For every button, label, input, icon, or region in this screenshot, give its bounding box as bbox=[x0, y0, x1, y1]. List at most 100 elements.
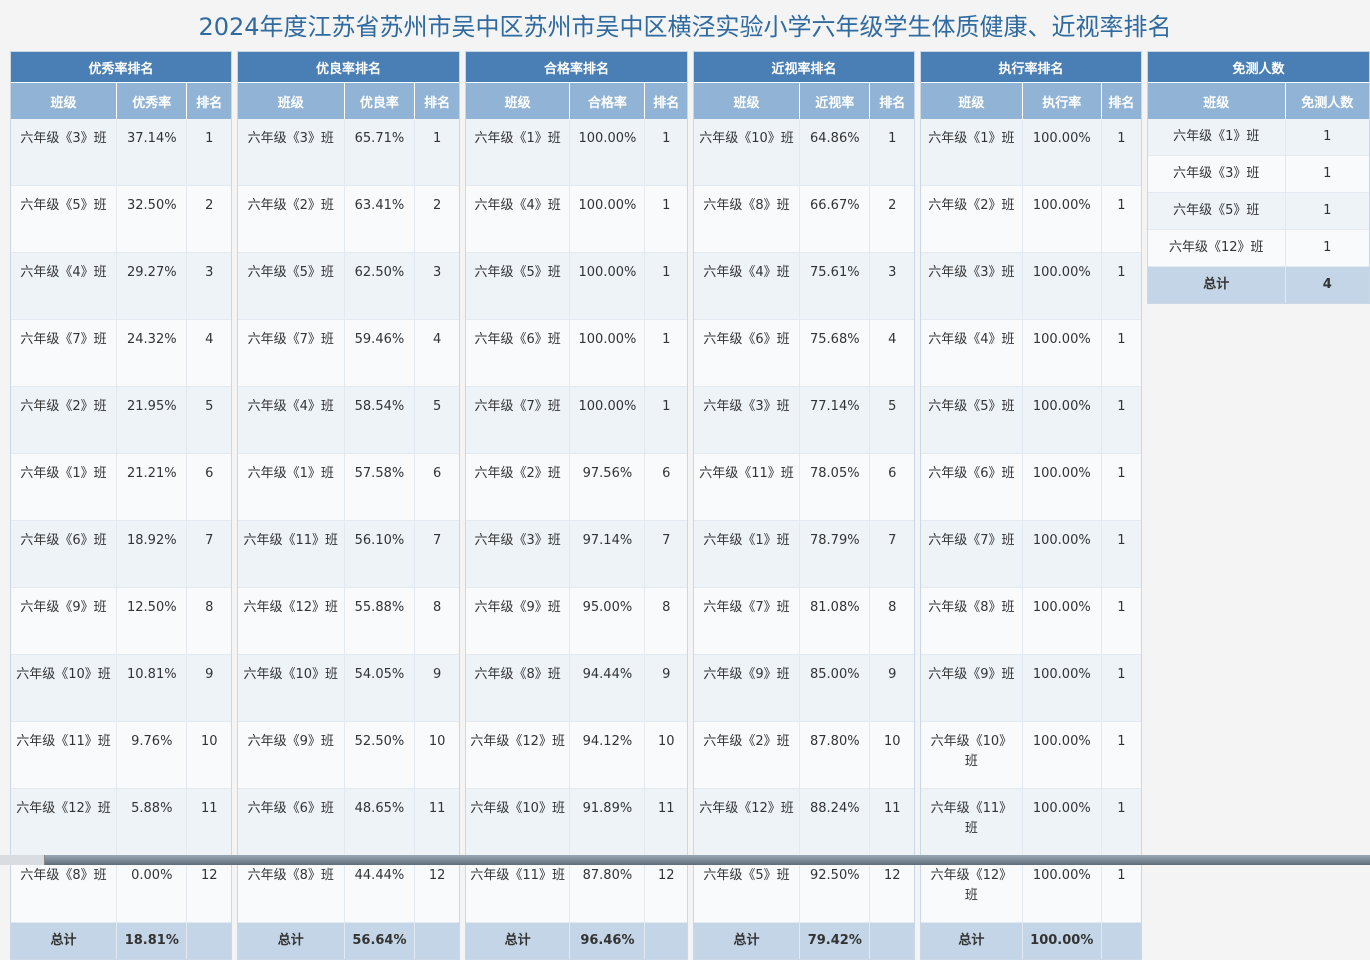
class-cell: 六年级《3》班 bbox=[921, 252, 1023, 320]
total-value bbox=[869, 922, 914, 959]
table-row: 六年级《9》班 85.00% 9 bbox=[694, 654, 914, 722]
value-cell: 48.65% bbox=[344, 788, 416, 856]
class-cell: 六年级《2》班 bbox=[466, 453, 571, 521]
table-row: 六年级《3》班 100.00% 1 bbox=[921, 252, 1141, 320]
column-header: 排名 bbox=[869, 82, 914, 119]
column-header: 排名 bbox=[414, 82, 459, 119]
table-row: 六年级《4》班 100.00% 1 bbox=[466, 185, 687, 253]
total-value bbox=[414, 922, 459, 959]
value-cell: 1 bbox=[1285, 155, 1369, 193]
table-caption: 执行率排名 bbox=[921, 52, 1141, 83]
value-cell: 1 bbox=[186, 119, 231, 186]
class-cell: 六年级《3》班 bbox=[11, 119, 118, 186]
value-cell: 6 bbox=[644, 453, 687, 521]
column-header: 排名 bbox=[1101, 82, 1141, 119]
column-header: 排名 bbox=[644, 82, 687, 119]
value-cell: 11 bbox=[414, 788, 459, 856]
value-cell: 77.14% bbox=[799, 386, 871, 454]
column-header: 班级 bbox=[238, 82, 345, 119]
class-cell: 六年级《7》班 bbox=[11, 319, 118, 387]
value-cell: 1 bbox=[1101, 119, 1141, 186]
value-cell: 10 bbox=[644, 721, 687, 789]
myopia-grid: 近视率排名 班级 近视率 排名 六年级《10》班 64.86% 1 六年级《8》班 66.67%… bbox=[694, 52, 914, 959]
class-cell: 六年级《10》班 bbox=[694, 119, 801, 186]
table-row: 六年级《4》班 100.00% 1 bbox=[921, 319, 1141, 387]
class-cell: 六年级《3》班 bbox=[694, 386, 801, 454]
value-cell: 1 bbox=[644, 185, 687, 253]
class-cell: 六年级《5》班 bbox=[1148, 192, 1286, 230]
class-cell: 六年级《9》班 bbox=[921, 654, 1023, 722]
value-cell: 100.00% bbox=[569, 319, 646, 387]
value-cell: 10.81% bbox=[116, 654, 188, 722]
total-label: 总计 bbox=[1148, 266, 1286, 303]
value-cell: 2 bbox=[186, 185, 231, 253]
column-header: 排名 bbox=[186, 82, 231, 119]
value-cell: 100.00% bbox=[1022, 721, 1102, 789]
class-cell: 六年级《9》班 bbox=[694, 654, 801, 722]
value-cell: 94.12% bbox=[569, 721, 646, 789]
table-row: 六年级《2》班 100.00% 1 bbox=[921, 185, 1141, 253]
pass-grid: 合格率排名 班级 合格率 排名 六年级《1》班 100.00% 1 六年级《4》班 100.00… bbox=[466, 52, 687, 959]
class-cell: 六年级《12》班 bbox=[694, 788, 801, 856]
table-row: 六年级《6》班 100.00% 1 bbox=[466, 319, 687, 387]
table-row: 六年级《5》班 100.00% 1 bbox=[921, 386, 1141, 454]
taskbar-start-button[interactable] bbox=[0, 855, 45, 865]
class-cell: 六年级《9》班 bbox=[238, 721, 345, 789]
table-row: 六年级《7》班 59.46% 4 bbox=[238, 319, 459, 387]
table-row: 六年级《12》班 5.88% 11 bbox=[11, 788, 231, 856]
value-cell: 100.00% bbox=[1022, 788, 1102, 856]
table-row: 六年级《9》班 52.50% 10 bbox=[238, 721, 459, 789]
table-row: 六年级《1》班 100.00% 1 bbox=[921, 119, 1141, 186]
total-value: 96.46% bbox=[569, 922, 646, 959]
value-cell: 12 bbox=[644, 855, 687, 923]
good-grid: 优良率排名 班级 优良率 排名 六年级《3》班 65.71% 1 六年级《2》班 63.41% 2… bbox=[238, 52, 459, 959]
class-cell: 六年级《3》班 bbox=[466, 520, 571, 588]
value-cell: 4 bbox=[186, 319, 231, 387]
total-row: 总计 79.42% bbox=[694, 922, 914, 959]
class-cell: 六年级《1》班 bbox=[694, 520, 801, 588]
value-cell: 94.44% bbox=[569, 654, 646, 722]
class-cell: 六年级《6》班 bbox=[11, 520, 118, 588]
class-cell: 六年级《5》班 bbox=[11, 185, 118, 253]
table-row: 六年级《8》班 44.44% 12 bbox=[238, 855, 459, 923]
value-cell: 75.61% bbox=[799, 252, 871, 320]
column-header: 优秀率 bbox=[116, 82, 188, 119]
value-cell: 1 bbox=[644, 319, 687, 387]
class-cell: 六年级《2》班 bbox=[921, 185, 1023, 253]
value-cell: 100.00% bbox=[1022, 520, 1102, 588]
execution-grid: 执行率排名 班级 执行率 排名 六年级《1》班 100.00% 1 六年级《2》班 100.00… bbox=[921, 52, 1141, 959]
value-cell: 3 bbox=[414, 252, 459, 320]
class-cell: 六年级《11》班 bbox=[466, 855, 571, 923]
table-row: 六年级《10》班 91.89% 11 bbox=[466, 788, 687, 856]
class-cell: 六年级《8》班 bbox=[238, 855, 345, 923]
table-row: 六年级《8》班 66.67% 2 bbox=[694, 185, 914, 253]
value-cell: 100.00% bbox=[569, 252, 646, 320]
good-rate-table: 优良率排名 班级 优良率 排名 六年级《3》班 65.71% 1 六年级《2》班 63.41% 2… bbox=[237, 51, 460, 960]
value-cell: 18.92% bbox=[116, 520, 188, 588]
table-row: 六年级《3》班 1 bbox=[1148, 155, 1369, 193]
value-cell: 100.00% bbox=[569, 185, 646, 253]
value-cell: 29.27% bbox=[116, 252, 188, 320]
value-cell: 1 bbox=[1101, 453, 1141, 521]
column-header: 班级 bbox=[694, 82, 801, 119]
value-cell: 85.00% bbox=[799, 654, 871, 722]
table-row: 六年级《6》班 48.65% 11 bbox=[238, 788, 459, 856]
table-row: 六年级《2》班 87.80% 10 bbox=[694, 721, 914, 789]
excellent-rate-table: 优秀率排名 班级 优秀率 排名 六年级《3》班 37.14% 1 六年级《5》班 32.50% 2… bbox=[10, 51, 232, 960]
table-row: 六年级《11》班 56.10% 7 bbox=[238, 520, 459, 588]
class-cell: 六年级《1》班 bbox=[11, 453, 118, 521]
value-cell: 24.32% bbox=[116, 319, 188, 387]
class-cell: 六年级《1》班 bbox=[1148, 119, 1286, 156]
table-row: 六年级《8》班 0.00% 12 bbox=[11, 855, 231, 923]
table-row: 六年级《3》班 77.14% 5 bbox=[694, 386, 914, 454]
value-cell: 65.71% bbox=[344, 119, 416, 186]
value-cell: 11 bbox=[869, 788, 914, 856]
column-header: 合格率 bbox=[569, 82, 646, 119]
column-header: 班级 bbox=[921, 82, 1023, 119]
class-cell: 六年级《11》班 bbox=[238, 520, 345, 588]
table-row: 六年级《9》班 95.00% 8 bbox=[466, 587, 687, 655]
value-cell: 6 bbox=[414, 453, 459, 521]
value-cell: 64.86% bbox=[799, 119, 871, 186]
value-cell: 100.00% bbox=[1022, 654, 1102, 722]
excellent-grid: 优秀率排名 班级 优秀率 排名 六年级《3》班 37.14% 1 六年级《5》班 32.50% 2… bbox=[11, 52, 231, 959]
